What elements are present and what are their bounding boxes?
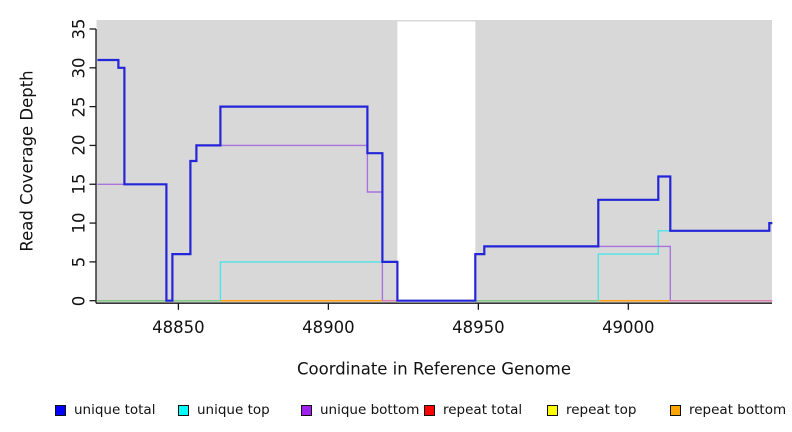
y-tick-label: 10 xyxy=(69,212,89,234)
legend-item-repeat-total: repeat total xyxy=(424,402,522,418)
legend-item-repeat-top: repeat top xyxy=(547,402,636,418)
y-tick-label: 25 xyxy=(69,96,89,118)
y-tick-label: 15 xyxy=(69,173,89,195)
y-tick-label: 5 xyxy=(69,256,89,268)
legend-item-unique-bottom: unique bottom xyxy=(301,402,419,418)
legend-label: unique bottom xyxy=(320,402,420,418)
legend: unique total unique top unique bottom repea… xyxy=(0,0,792,418)
x-tick-label: 48950 xyxy=(452,318,505,337)
legend-label: unique top xyxy=(197,402,270,418)
x-tick-label: 49000 xyxy=(602,318,655,337)
legend-item-repeat-bottom: repeat bottom xyxy=(670,402,786,418)
legend-swatch xyxy=(424,404,435,416)
x-tick-label: 48900 xyxy=(302,318,355,337)
y-tick-label: 0 xyxy=(69,295,89,306)
legend-swatch xyxy=(301,404,312,416)
y-tick-label: 30 xyxy=(69,57,89,79)
legend-label: repeat top xyxy=(566,402,637,418)
legend-label: repeat total xyxy=(443,402,523,418)
y-tick-label: 20 xyxy=(69,134,89,156)
legend-label: repeat bottom xyxy=(689,402,787,418)
y-axis-label: Read Coverage Depth xyxy=(17,70,37,252)
legend-swatch xyxy=(55,404,66,416)
series-line-unique-total xyxy=(97,58,773,302)
x-tick-label: 48850 xyxy=(152,318,205,337)
legend-swatch xyxy=(178,404,189,416)
legend-item-unique-total: unique total xyxy=(55,402,155,418)
legend-swatch xyxy=(547,404,558,416)
legend-swatch xyxy=(670,404,681,416)
legend-label: unique total xyxy=(74,402,156,418)
gap-region xyxy=(397,21,476,303)
legend-item-unique-top: unique top xyxy=(178,402,270,418)
x-axis-label: Coordinate in Reference Genome xyxy=(296,359,572,379)
